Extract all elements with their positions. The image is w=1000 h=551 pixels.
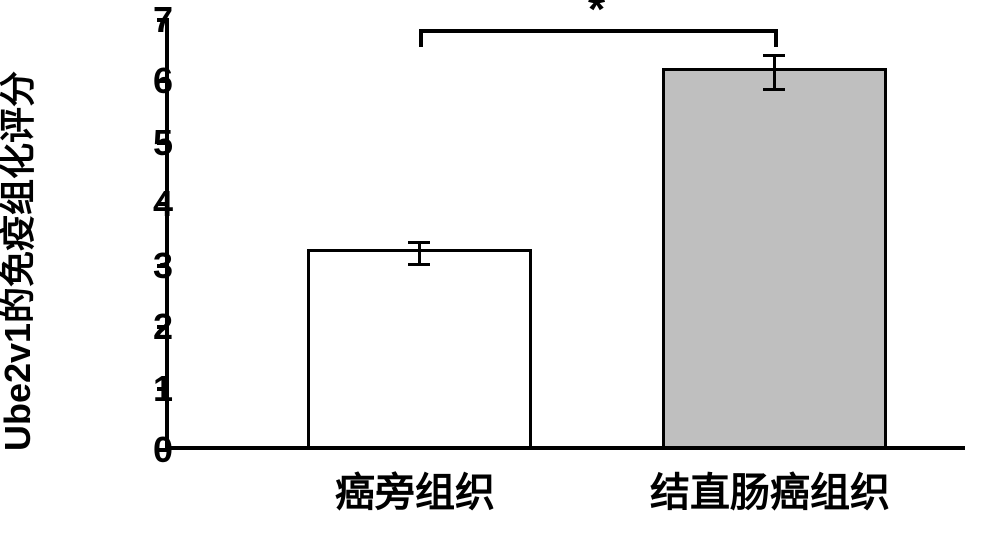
error-bar-cap <box>408 241 430 244</box>
plot-area: * <box>165 20 965 450</box>
y-tick-label: 2 <box>123 306 173 348</box>
y-tick-label: 1 <box>123 368 173 410</box>
error-bar <box>418 242 421 264</box>
bar-chart: Ube2v1的免疫组化评分 * 01234567癌旁组织结直肠癌组织 <box>45 5 995 545</box>
error-bar-cap <box>408 263 430 266</box>
x-axis-label: 癌旁组织 <box>335 460 495 518</box>
y-tick-label: 3 <box>123 245 173 287</box>
y-tick-label: 4 <box>123 183 173 225</box>
significance-bracket <box>419 29 423 47</box>
significance-bracket <box>774 29 778 47</box>
y-axis-title: Ube2v1的免疫组化评分 <box>0 71 41 451</box>
y-tick-label: 5 <box>123 122 173 164</box>
x-axis-label: 结直肠癌组织 <box>650 460 890 518</box>
bar-0 <box>307 249 532 446</box>
y-tick-label: 0 <box>123 429 173 471</box>
y-tick-label: 6 <box>123 60 173 102</box>
error-bar-cap <box>763 54 785 57</box>
y-tick-label: 7 <box>123 0 173 41</box>
error-bar <box>773 55 776 89</box>
significance-marker: * <box>588 0 605 35</box>
error-bar-cap <box>763 88 785 91</box>
bar-1 <box>662 68 887 446</box>
